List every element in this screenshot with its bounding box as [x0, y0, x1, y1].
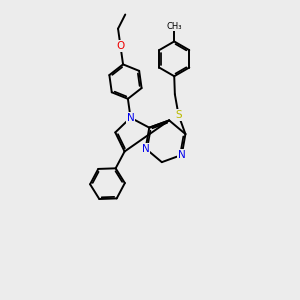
Text: N: N [178, 150, 186, 160]
Text: CH₃: CH₃ [167, 22, 182, 31]
Text: N: N [127, 113, 134, 123]
Text: O: O [116, 41, 124, 51]
Text: N: N [142, 143, 149, 154]
Text: S: S [175, 110, 182, 120]
